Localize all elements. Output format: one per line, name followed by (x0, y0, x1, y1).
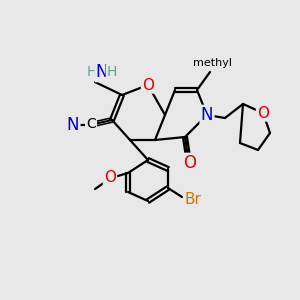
Text: H: H (107, 65, 117, 79)
Text: Br: Br (185, 191, 202, 206)
Text: O: O (104, 169, 116, 184)
Text: O: O (257, 106, 269, 121)
Text: H: H (87, 65, 97, 79)
Text: N: N (67, 116, 79, 134)
Text: methyl: methyl (193, 58, 232, 68)
Text: O: O (142, 77, 154, 92)
Text: N: N (201, 106, 213, 124)
Text: N: N (96, 63, 108, 81)
Text: O: O (184, 154, 196, 172)
Text: C: C (86, 117, 96, 131)
